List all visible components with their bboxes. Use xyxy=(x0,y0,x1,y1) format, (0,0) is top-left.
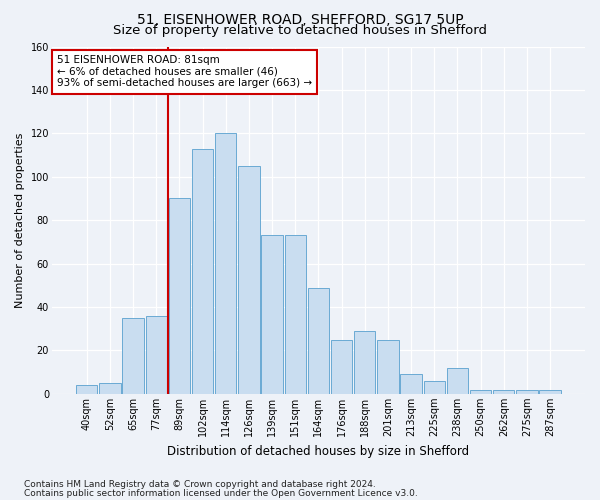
Bar xyxy=(331,340,352,394)
Bar xyxy=(354,331,376,394)
Text: Size of property relative to detached houses in Shefford: Size of property relative to detached ho… xyxy=(113,24,487,37)
Bar xyxy=(424,381,445,394)
Bar xyxy=(539,390,561,394)
Bar xyxy=(470,390,491,394)
Bar xyxy=(99,383,121,394)
Text: Contains HM Land Registry data © Crown copyright and database right 2024.: Contains HM Land Registry data © Crown c… xyxy=(24,480,376,489)
Bar xyxy=(262,236,283,394)
Bar xyxy=(493,390,514,394)
Bar xyxy=(192,148,213,394)
Bar xyxy=(122,318,144,394)
Bar xyxy=(284,236,306,394)
Bar xyxy=(447,368,468,394)
Bar xyxy=(516,390,538,394)
Bar xyxy=(215,134,236,394)
Y-axis label: Number of detached properties: Number of detached properties xyxy=(15,132,25,308)
X-axis label: Distribution of detached houses by size in Shefford: Distribution of detached houses by size … xyxy=(167,444,469,458)
Bar xyxy=(146,316,167,394)
Bar xyxy=(169,198,190,394)
Bar xyxy=(377,340,398,394)
Text: 51 EISENHOWER ROAD: 81sqm
← 6% of detached houses are smaller (46)
93% of semi-d: 51 EISENHOWER ROAD: 81sqm ← 6% of detach… xyxy=(57,55,312,88)
Bar xyxy=(400,374,422,394)
Text: 51, EISENHOWER ROAD, SHEFFORD, SG17 5UP: 51, EISENHOWER ROAD, SHEFFORD, SG17 5UP xyxy=(137,13,463,27)
Text: Contains public sector information licensed under the Open Government Licence v3: Contains public sector information licen… xyxy=(24,488,418,498)
Bar xyxy=(308,288,329,394)
Bar xyxy=(238,166,260,394)
Bar xyxy=(76,385,97,394)
